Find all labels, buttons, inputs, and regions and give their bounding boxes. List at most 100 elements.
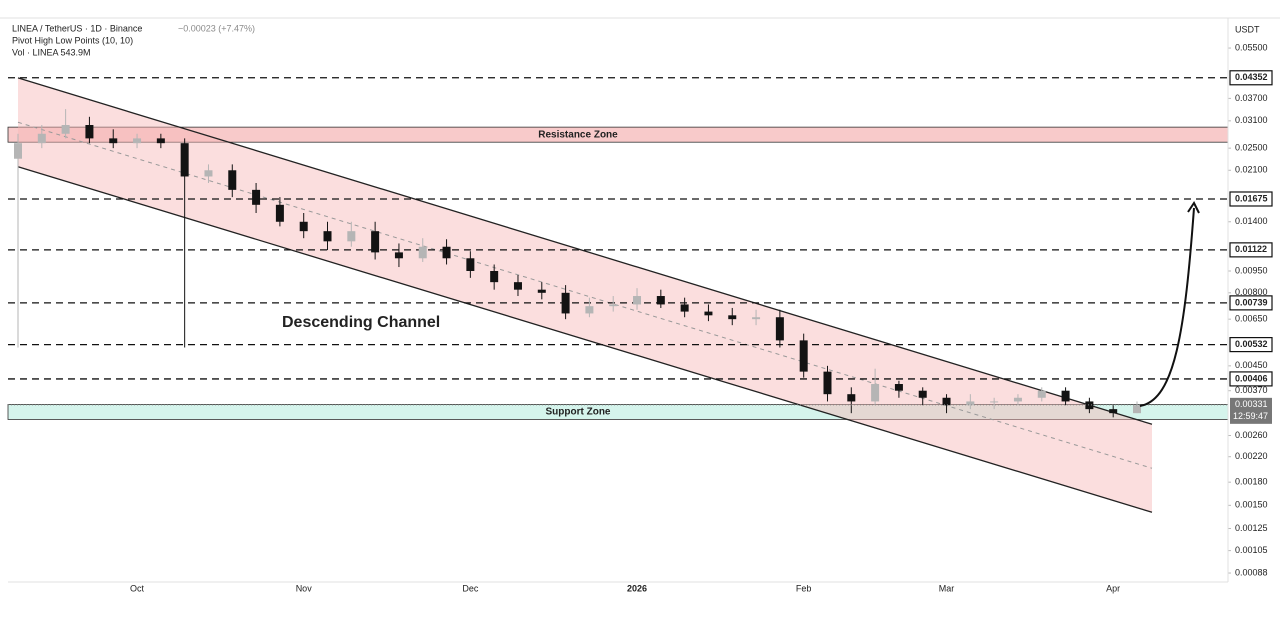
channel-lower	[17, 166, 1153, 513]
level-label: 0.04352	[1235, 72, 1268, 82]
candle-body	[133, 138, 142, 144]
candle-body	[1061, 390, 1070, 402]
candle-body	[371, 231, 380, 253]
y-tick-label: 0.00800	[1235, 287, 1268, 297]
candle-body	[656, 296, 665, 305]
candle-body	[847, 394, 856, 402]
level-label-box	[1229, 371, 1273, 387]
candle-body	[1037, 390, 1046, 398]
candle-body	[180, 143, 189, 177]
y-tick-label: 0.00950	[1235, 265, 1268, 275]
candle-body	[156, 138, 165, 144]
candle-body	[823, 371, 832, 395]
y-tick-label: 0.00125	[1235, 523, 1268, 533]
currency: USDT	[1235, 24, 1260, 34]
y-tick-label: 0.00150	[1235, 500, 1268, 510]
candle-body	[1109, 409, 1118, 414]
candle-body	[704, 311, 713, 316]
candle-body	[37, 133, 46, 144]
candle-body	[633, 296, 642, 305]
y-tick-label: 0.02100	[1235, 165, 1268, 175]
annotation: Descending Channel	[282, 314, 440, 331]
candle-body	[85, 125, 94, 139]
y-tick-label: 0.00260	[1235, 430, 1268, 440]
x-tick-label: 2026	[627, 583, 647, 593]
candle-body	[1013, 397, 1022, 402]
candle-body	[966, 401, 975, 406]
volume: Vol · LINEA 543.9M	[12, 47, 91, 57]
x-tick-label: Oct	[130, 583, 145, 593]
y-tick-label: 0.00105	[1235, 545, 1268, 555]
candle-body	[894, 384, 903, 391]
y-tick-label: 0.00370	[1235, 385, 1268, 395]
candle-body	[204, 170, 213, 177]
candle-body	[109, 138, 118, 144]
candle-body	[490, 270, 499, 283]
candle-body	[561, 292, 570, 314]
zone-label: Resistance Zone	[538, 129, 618, 140]
last-price-box	[1230, 397, 1272, 424]
y-tick-label: 0.01400	[1235, 216, 1268, 226]
channel-upper	[17, 77, 1153, 425]
level-label-box	[1229, 191, 1273, 207]
candle-body	[466, 258, 475, 271]
candle-body	[252, 189, 261, 205]
change: −0.00023 (+7.47%)	[178, 23, 255, 33]
symbol: LINEA / TetherUS · 1D · Binance	[12, 23, 142, 33]
y-tick-label: 0.05500	[1235, 42, 1268, 52]
level-label: 0.00739	[1235, 297, 1268, 307]
candle-body	[752, 317, 761, 320]
candle-body	[513, 282, 522, 290]
level-label-box	[1229, 337, 1273, 353]
candle-body	[61, 125, 70, 134]
level-label: 0.01122	[1235, 244, 1267, 254]
x-tick-label: Feb	[796, 583, 812, 593]
candle-body	[918, 390, 927, 398]
candle-body	[609, 304, 618, 307]
candle-body	[871, 384, 880, 402]
candle-body	[1085, 401, 1094, 410]
candle-body	[585, 306, 594, 314]
y-tick-label: 0.03700	[1235, 93, 1268, 103]
level-label: 0.01675	[1235, 193, 1268, 203]
candle-body	[990, 401, 999, 403]
candle-body	[942, 397, 951, 406]
candle-body	[728, 315, 737, 320]
y-tick-label: 0.00650	[1235, 314, 1268, 324]
projection-arrow	[1139, 207, 1195, 407]
level-label-box	[1229, 242, 1273, 258]
candle-body	[680, 304, 689, 312]
level-label: 0.00532	[1235, 339, 1268, 349]
candle-body	[775, 317, 784, 341]
candle-body	[799, 340, 808, 372]
candle-body	[1133, 405, 1141, 414]
candle-body	[323, 231, 332, 242]
indicator: Pivot High Low Points (10, 10)	[12, 35, 133, 45]
projection-arrow-head	[1187, 201, 1200, 214]
y-tick-label: 0.00450	[1235, 360, 1268, 370]
candle-body	[394, 252, 403, 259]
last-price-label: 0.00331	[1235, 399, 1268, 409]
candle-body	[275, 204, 284, 222]
y-tick-label: 0.00220	[1235, 451, 1268, 461]
candle-body	[228, 170, 237, 190]
x-tick-label: Mar	[939, 583, 955, 593]
level-label-box	[1229, 295, 1273, 311]
zone-label: Support Zone	[546, 407, 611, 418]
y-tick-label: 0.00180	[1235, 477, 1268, 487]
x-tick-label: Nov	[296, 583, 313, 593]
x-tick-label: Dec	[462, 583, 479, 593]
y-tick-label: 0.00088	[1235, 567, 1268, 577]
candle-body	[442, 246, 451, 259]
candle-body	[537, 289, 546, 293]
x-tick-label: Apr	[1106, 583, 1120, 593]
candle-body	[418, 246, 427, 259]
y-tick-label: 0.03100	[1235, 115, 1268, 125]
candle-body	[14, 143, 22, 159]
countdown: 12:59:47	[1233, 411, 1268, 421]
level-label-box	[1229, 70, 1273, 86]
channel-mid	[17, 121, 1153, 469]
candle-body	[347, 231, 356, 242]
